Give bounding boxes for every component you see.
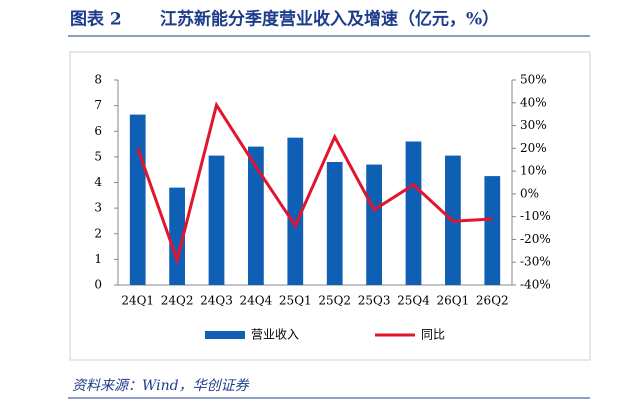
- x-tick-label: 25Q3: [358, 294, 391, 308]
- bar: [287, 137, 304, 285]
- chart-title: 江苏新能分季度营业收入及增速（亿元，%）: [160, 9, 499, 30]
- bar: [366, 164, 382, 285]
- y-tick-label: 6: [94, 124, 102, 138]
- y2-tick-label: -10%: [520, 209, 551, 223]
- y2-tick-label: 50%: [520, 73, 547, 87]
- y2-tick-label: -20%: [520, 232, 551, 246]
- x-tick-label: 24Q3: [200, 294, 233, 308]
- legend-label: 营业收入: [251, 328, 299, 342]
- bar: [208, 155, 225, 285]
- x-tick-label: 26Q2: [476, 294, 509, 308]
- bar: [484, 176, 501, 285]
- y-tick-label: 8: [94, 73, 102, 87]
- y2-tick-label: 30%: [520, 118, 547, 132]
- y2-tick-label: -30%: [520, 255, 551, 269]
- y2-tick-label: 0%: [520, 186, 539, 200]
- bar: [326, 162, 343, 285]
- source: 资料来源：Wind，华创证券: [72, 378, 250, 394]
- y2-tick-label: 10%: [520, 164, 547, 178]
- x-tick-label: 25Q4: [397, 294, 430, 308]
- y2-tick-label: -40%: [520, 278, 551, 292]
- figure-label: 图表 2: [70, 9, 122, 30]
- y-tick-label: 5: [94, 149, 102, 163]
- chart-frame: [69, 51, 591, 361]
- legend-label: 同比: [421, 328, 445, 342]
- bar: [248, 146, 264, 285]
- bar: [169, 187, 185, 285]
- y-tick-label: 4: [94, 175, 102, 189]
- y-tick-label: 0: [94, 278, 102, 292]
- x-tick-label: 24Q1: [121, 294, 154, 308]
- bar: [405, 141, 422, 285]
- y-tick-label: 1: [94, 252, 102, 266]
- x-tick-label: 24Q4: [240, 294, 273, 308]
- x-tick-label: 24Q2: [161, 294, 194, 308]
- x-tick-label: 25Q1: [279, 294, 312, 308]
- bar: [129, 114, 146, 285]
- x-tick-label: 26Q1: [437, 294, 470, 308]
- x-tick-label: 25Q2: [318, 294, 351, 308]
- y2-tick-label: 20%: [520, 141, 547, 155]
- y-tick-label: 7: [94, 98, 102, 112]
- y-tick-label: 2: [94, 226, 102, 240]
- y-tick-label: 3: [94, 201, 102, 215]
- y2-tick-label: 40%: [520, 95, 547, 109]
- legend-swatch: [205, 331, 245, 339]
- line: [136, 101, 493, 266]
